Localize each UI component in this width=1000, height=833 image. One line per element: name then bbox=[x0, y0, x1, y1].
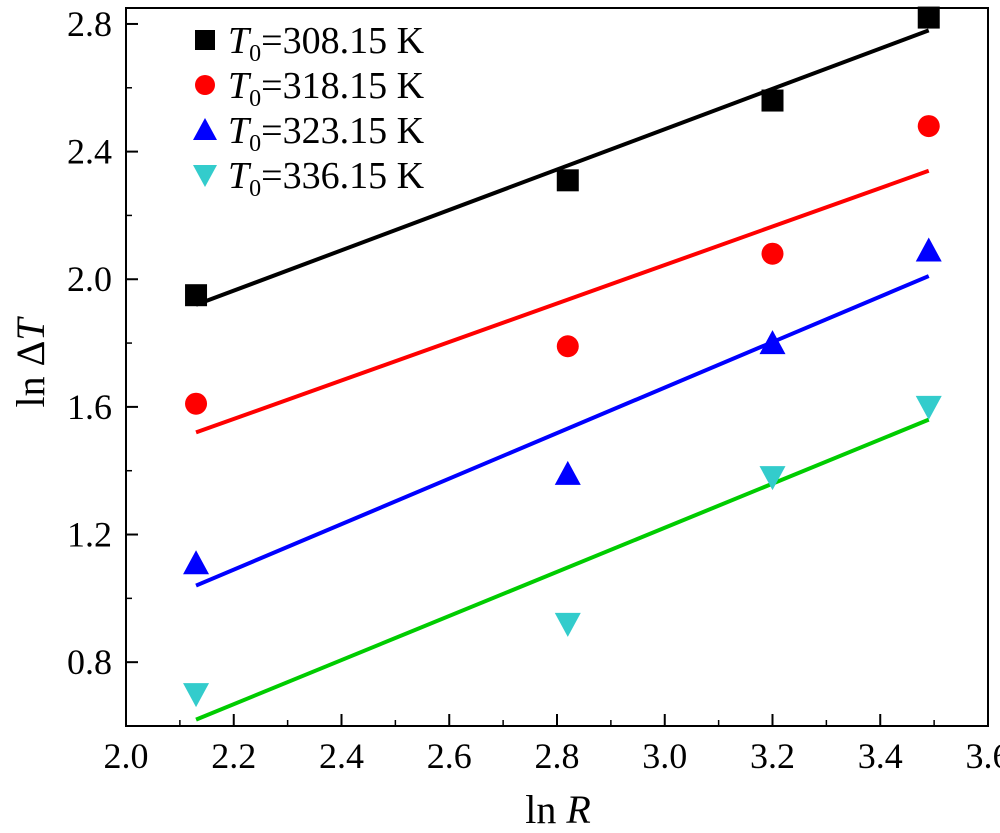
legend-label: T0=336.15 K bbox=[228, 155, 425, 202]
triangle-up-marker bbox=[759, 330, 786, 355]
legend-label: T0=323.15 K bbox=[228, 110, 425, 157]
x-tick-label: 2.4 bbox=[319, 736, 364, 776]
square-marker bbox=[556, 169, 579, 192]
triangle-down-marker bbox=[759, 466, 786, 491]
circle-marker bbox=[185, 392, 208, 415]
plot-area bbox=[125, 7, 989, 727]
plot-frame bbox=[125, 7, 989, 727]
circle-marker bbox=[556, 335, 579, 358]
y-tick-label: 1.2 bbox=[67, 515, 112, 555]
square-marker bbox=[195, 30, 215, 50]
fit-line bbox=[195, 168, 930, 435]
fit-line bbox=[195, 417, 930, 722]
triangle-down-marker bbox=[915, 395, 942, 420]
y-axis-label: ln ΔT bbox=[8, 316, 53, 408]
square-marker bbox=[185, 284, 208, 307]
y-tick-label: 2.0 bbox=[67, 259, 112, 299]
triangle-up-marker bbox=[183, 550, 210, 575]
y-tick-label: 1.6 bbox=[67, 387, 112, 427]
x-tick-label: 2.0 bbox=[104, 736, 149, 776]
triangle-down-marker bbox=[183, 683, 210, 708]
circle-marker bbox=[195, 75, 215, 95]
x-axis: 2.0 2.2 2.4 2.6 2.8 3.0 3.2 3.4 3.6 bbox=[104, 714, 1000, 776]
x-tick-label: 3.4 bbox=[858, 736, 903, 776]
x-tick-label: 3.6 bbox=[966, 736, 1000, 776]
fit-lines bbox=[195, 28, 930, 722]
circle-marker bbox=[761, 242, 784, 265]
square-marker bbox=[761, 89, 784, 112]
triangle-down-marker bbox=[554, 612, 581, 637]
triangle-up-marker bbox=[915, 237, 942, 262]
y-tick-label: 2.8 bbox=[67, 4, 112, 44]
triangle-up-marker bbox=[193, 118, 217, 140]
x-tick-label: 2.6 bbox=[427, 736, 472, 776]
triangle-down-marker bbox=[193, 165, 217, 187]
legend-label: T0=318.15 K bbox=[228, 65, 425, 112]
x-axis-label: ln R bbox=[525, 787, 591, 832]
legend-label: T0=308.15 K bbox=[228, 20, 425, 67]
x-tick-label: 3.0 bbox=[642, 736, 687, 776]
x-tick-label: 3.2 bbox=[750, 736, 795, 776]
x-tick-label: 2.8 bbox=[535, 736, 580, 776]
data-markers bbox=[183, 6, 942, 708]
x-tick-label: 2.2 bbox=[211, 736, 256, 776]
legend: T0=308.15 KT0=318.15 KT0=323.15 KT0=336.… bbox=[193, 20, 425, 202]
fit-line bbox=[195, 274, 930, 588]
y-axis: 0.8 1.2 1.6 2.0 2.4 2.8 bbox=[67, 4, 138, 682]
fit-line bbox=[195, 28, 930, 307]
square-marker bbox=[917, 6, 940, 29]
y-tick-label: 2.4 bbox=[67, 132, 112, 172]
y-tick-label: 0.8 bbox=[67, 642, 112, 682]
circle-marker bbox=[917, 115, 940, 138]
triangle-up-marker bbox=[554, 460, 581, 485]
